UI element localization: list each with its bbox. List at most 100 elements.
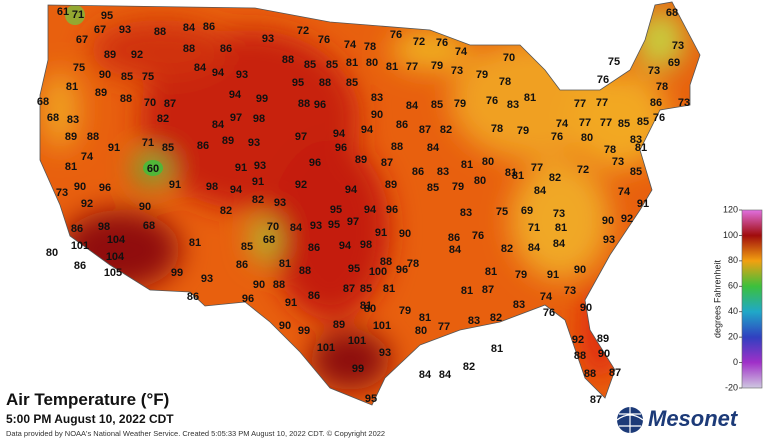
station-temperature: 81	[346, 57, 358, 69]
station-temperature: 79	[515, 269, 527, 281]
station-temperature: 78	[604, 144, 616, 156]
station-temperature: 73	[56, 187, 68, 199]
station-temperature: 73	[678, 97, 690, 109]
station-temperature: 91	[235, 162, 247, 174]
station-temperature: 98	[360, 239, 372, 251]
station-temperature: 104	[107, 234, 126, 246]
station-temperature: 76	[318, 34, 330, 46]
station-temperature: 88	[319, 77, 331, 89]
station-temperature: 90	[74, 181, 86, 193]
station-temperature: 86	[236, 259, 248, 271]
station-temperature: 100	[369, 266, 387, 278]
station-temperature: 78	[656, 81, 668, 93]
colorbar-tick-label: 40	[728, 306, 738, 316]
station-temperature: 79	[476, 69, 488, 81]
station-temperature: 101	[317, 342, 335, 354]
station-temperature: 88	[299, 265, 311, 277]
station-temperature: 90	[371, 109, 383, 121]
station-temperature: 81	[524, 92, 536, 104]
station-temperature: 86	[74, 260, 86, 272]
station-temperature: 80	[364, 303, 376, 315]
colorbar-tick-label: 20	[728, 332, 738, 342]
station-temperature: 76	[543, 307, 555, 319]
station-temperature: 82	[157, 113, 169, 125]
station-temperature: 96	[99, 182, 111, 194]
station-temperature: 91	[108, 142, 120, 154]
station-temperature: 89	[65, 131, 77, 143]
station-temperature: 88	[298, 98, 310, 110]
station-temperature: 89	[385, 179, 397, 191]
station-temperature: 86	[412, 166, 424, 178]
station-temperature: 88	[584, 368, 596, 380]
station-temperature: 82	[220, 205, 232, 217]
station-temperature: 81	[279, 258, 291, 270]
station-temperature: 71	[142, 137, 154, 149]
station-temperature: 84	[406, 100, 419, 112]
station-temperature: 91	[637, 198, 649, 210]
station-temperature: 80	[581, 132, 593, 144]
station-temperature: 77	[574, 98, 586, 110]
station-temperature: 85	[304, 59, 316, 71]
station-temperature: 72	[413, 36, 425, 48]
station-temperature: 81	[386, 61, 398, 73]
station-temperature: 87	[164, 98, 176, 110]
station-temperature: 72	[577, 164, 589, 176]
station-temperature: 90	[279, 320, 291, 332]
station-temperature: 86	[187, 291, 199, 303]
station-temperature: 85	[431, 99, 443, 111]
station-temperature: 68	[37, 96, 49, 108]
station-temperature: 85	[326, 59, 338, 71]
station-temperature: 91	[375, 227, 387, 239]
station-temperature: 70	[267, 221, 279, 233]
station-temperature: 74	[556, 118, 569, 130]
station-temperature: 94	[230, 184, 243, 196]
station-temperature: 74	[618, 186, 631, 198]
station-temperature: 82	[501, 243, 513, 255]
station-temperature: 99	[171, 267, 183, 279]
station-temperature: 99	[352, 363, 364, 375]
station-temperature: 89	[95, 87, 107, 99]
station-temperature: 81	[360, 300, 372, 312]
station-temperature: 86	[650, 97, 662, 109]
station-temperature: 92	[621, 213, 633, 225]
station-temperature: 88	[87, 131, 99, 143]
station-temperature: 98	[206, 181, 218, 193]
station-temperature: 77	[406, 61, 418, 73]
station-temperature: 81	[555, 222, 567, 234]
station-temperature: 85	[618, 118, 630, 130]
station-temperature: 90	[399, 228, 411, 240]
station-temperature: 98	[98, 221, 110, 233]
station-temperature: 73	[553, 208, 565, 220]
title: Air Temperature (°F)	[6, 390, 169, 409]
station-temperature: 81	[461, 285, 473, 297]
station-temperature: 83	[507, 99, 519, 111]
station-temperature: 88	[282, 54, 294, 66]
colorbar-tick-label: 80	[728, 255, 738, 265]
station-temperature: 84	[194, 62, 207, 74]
station-temperature: 97	[295, 131, 307, 143]
station-temperature: 82	[490, 312, 502, 324]
colorbar: degrees Fahrenheit 120 100 80 60 40 20 0 -20	[712, 204, 763, 392]
us-outline	[39, 1, 701, 406]
station-temperature: 90	[253, 279, 265, 291]
station-temperature: 88	[391, 141, 403, 153]
station-temperature: 78	[364, 41, 376, 53]
station-temperature: 90	[598, 348, 610, 360]
station-temperature: 81	[461, 159, 473, 171]
station-temperature: 81	[635, 142, 647, 154]
station-temperature: 95	[101, 10, 113, 22]
station-temperature: 82	[463, 361, 475, 373]
station-temperature: 91	[252, 176, 264, 188]
station-temperature: 83	[371, 92, 383, 104]
station-temperature: 79	[431, 60, 443, 72]
station-temperature: 76	[390, 29, 402, 41]
station-temperature: 83	[513, 299, 525, 311]
station-temperature: 80	[482, 156, 494, 168]
station-temperature: 90	[580, 302, 592, 314]
station-temperature: 81	[189, 237, 201, 249]
station-temperature: 94	[339, 240, 352, 252]
station-temperature: 78	[499, 76, 511, 88]
station-temperature: 85	[630, 166, 642, 178]
station-temperature: 73	[564, 285, 576, 297]
station-temperature: 69	[668, 57, 680, 69]
